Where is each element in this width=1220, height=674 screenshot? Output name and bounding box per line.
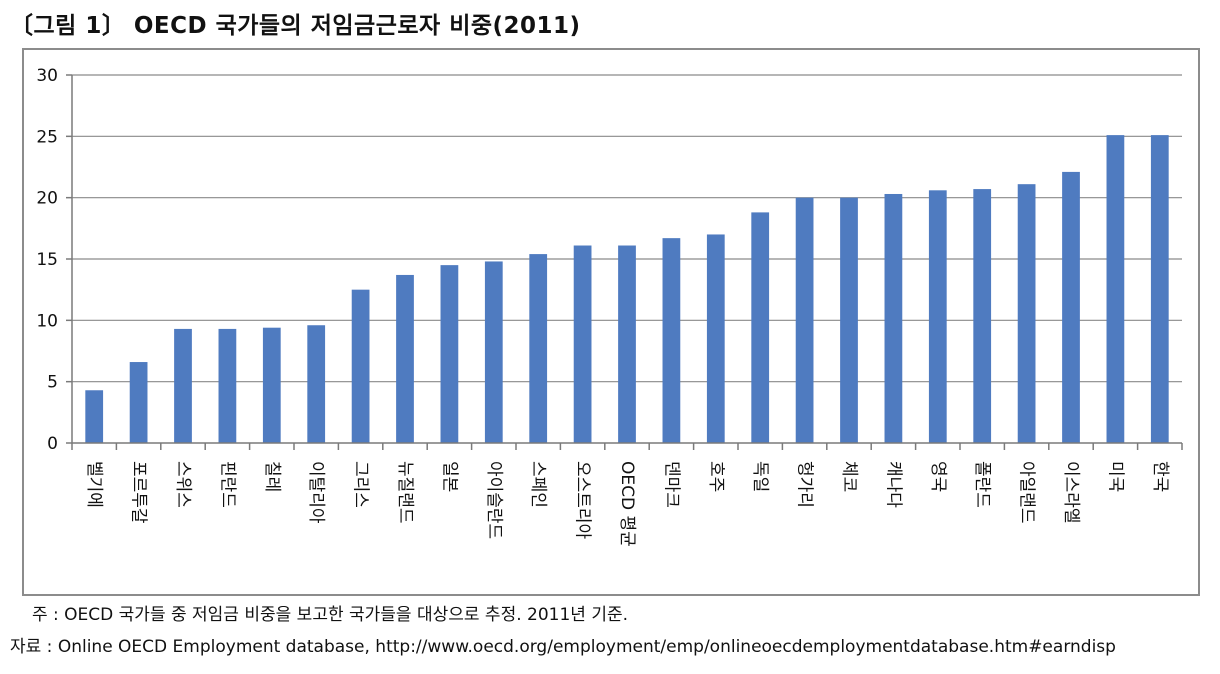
x-tick-label: 이탈리아 <box>306 461 326 524</box>
y-tick-label: 5 <box>47 373 58 393</box>
bar <box>795 197 814 443</box>
x-tick-label: 아이슬란드 <box>484 461 504 539</box>
bar <box>840 197 858 443</box>
bars <box>85 135 1169 443</box>
y-tick-label: 20 <box>36 189 58 209</box>
x-tick-label: 스위스 <box>173 461 193 508</box>
x-tick-label: 미국 <box>1105 461 1125 492</box>
bar <box>706 234 725 443</box>
x-tick-label: 일본 <box>439 461 459 492</box>
x-tick-label: 칠레 <box>262 461 282 492</box>
x-tick-label: 오스트리아 <box>573 461 593 540</box>
bar <box>618 245 636 443</box>
axes <box>66 74 1183 450</box>
bar <box>662 238 681 443</box>
bar <box>440 265 459 443</box>
x-tick-label: 호주 <box>706 461 726 492</box>
bar <box>1150 135 1169 443</box>
x-tick-label: 스페인 <box>528 461 548 508</box>
bar <box>928 190 947 443</box>
x-tick-label: 뉴질랜드 <box>395 461 415 524</box>
x-tick-label: 폴란드 <box>972 461 992 508</box>
y-tick-label: 25 <box>36 127 58 147</box>
x-tick-label: 헝가리 <box>795 461 815 508</box>
y-tick-label: 0 <box>47 434 58 454</box>
bar <box>529 254 548 443</box>
bar <box>218 328 237 443</box>
bar <box>1062 171 1080 443</box>
bar <box>484 261 503 443</box>
x-tick-label: 핀란드 <box>217 461 237 508</box>
bar <box>1017 184 1036 443</box>
bar <box>351 289 370 443</box>
x-tick-label: 캐나다 <box>883 461 903 508</box>
x-tick-label: 포르투갈 <box>129 461 149 524</box>
bar <box>174 328 192 443</box>
figure-title: 〔그림 1〕 OECD 국가들의 저임금근로자 비중(2011) <box>10 13 581 39</box>
chart-frame <box>22 48 1200 596</box>
x-tick-label: 독일 <box>750 461 770 492</box>
bar <box>85 390 104 443</box>
x-tick-label: 그리스 <box>351 461 371 508</box>
figure-note: 주 : OECD 국가들 중 저임금 비중을 보고한 국가들을 대상으로 추정.… <box>32 605 629 625</box>
x-tick-label: 영국 <box>928 461 948 492</box>
y-tick-labels: 0 5 10 15 20 25 30 <box>36 66 58 454</box>
bar <box>573 245 592 443</box>
x-tick-label: 체코 <box>839 461 859 492</box>
bar <box>129 362 148 443</box>
figure-source: 자료 : Online OECD Employment database, ht… <box>10 637 1116 657</box>
y-tick-label: 10 <box>36 311 58 331</box>
bar <box>1106 135 1125 443</box>
x-tick-label: 한국 <box>1150 461 1170 492</box>
x-tick-label: OECD 평균 <box>617 461 637 547</box>
x-tick-label: 아일랜드 <box>1017 461 1037 524</box>
x-tick-label: 덴마크 <box>661 461 681 508</box>
bar-chart: 0 5 10 15 20 25 30 벨기에 포르투갈 스위스 핀란드 칠레 이탈리아 그리스 뉴질랜드 일… <box>36 66 1183 547</box>
bar <box>262 327 281 443</box>
x-tick-labels: 벨기에 포르투갈 스위스 핀란드 칠레 이탈리아 그리스 뉴질랜드 일본 아이슬란드 스페인 오스트리… <box>84 461 1170 547</box>
x-tick-label: 벨기에 <box>84 461 104 508</box>
x-tick-label: 이스라엘 <box>1061 461 1081 524</box>
bar <box>396 274 414 443</box>
y-tick-label: 15 <box>36 250 58 270</box>
bar <box>751 212 770 443</box>
bar <box>884 193 903 443</box>
bar <box>973 189 992 443</box>
bar <box>307 325 326 443</box>
y-tick-label: 30 <box>36 66 58 86</box>
